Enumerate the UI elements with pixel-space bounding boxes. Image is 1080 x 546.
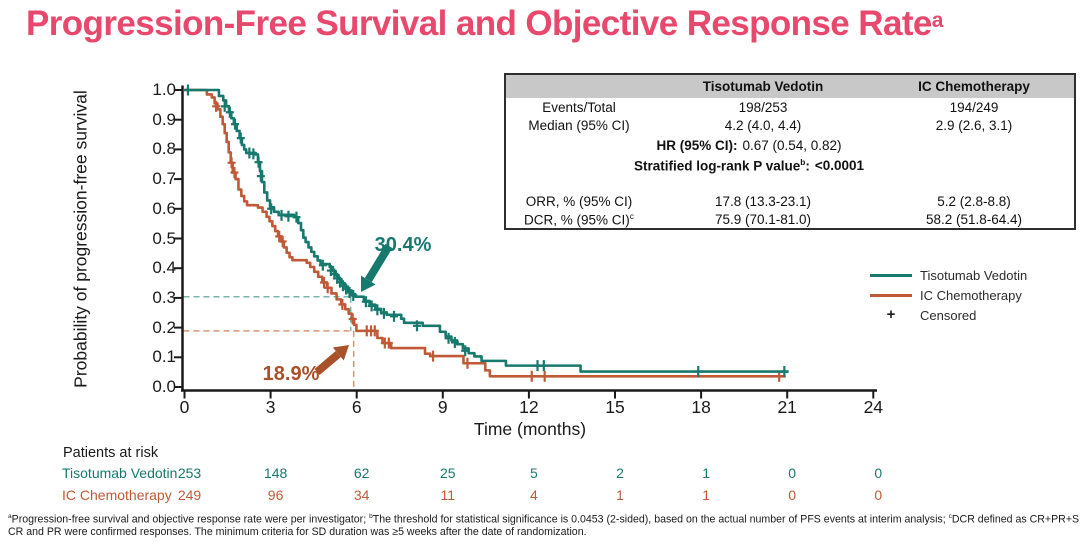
risk-count: 4 [529,487,538,503]
hr-label: HR (95% CI): [656,137,738,153]
x-tick-label: 21 [777,397,797,417]
risk-count: 253 [177,465,202,481]
x-tick-label: 3 [265,397,276,417]
y-axis-title: Probability of progression-free survival [70,90,91,388]
km-curve-tv [184,88,789,373]
risk-count: 5 [529,465,538,481]
logrank-value: <0.0001 [814,158,865,173]
risk-count: 0 [788,487,797,503]
row-label: DCR, % (95% CI)c [524,210,634,228]
ic-annotation-arrow [314,350,341,376]
risk-count: 0 [788,465,797,481]
table-row-events: Events/Total 198/253 194/249 [506,98,1074,116]
legend-label: Tisotumab Vedotin [920,267,1028,283]
x-axis-title: Time (months) [473,419,587,439]
x-tick-label: 9 [437,397,448,417]
row-label: Events/Total [542,99,616,115]
risk-count: 25 [440,465,456,481]
table-row-median: Median (95% CI) 4.2 (4.0, 4.4) 2.9 (2.6,… [506,116,1074,135]
x-tick-label: 24 [863,397,884,417]
y-tick-label: 0.1 [152,347,176,367]
y-tick-label: 0.5 [152,228,176,248]
risk-count: 1 [616,487,624,503]
page-title-superscript: a [931,9,944,32]
cell-value: 198/253 [738,99,788,115]
chemotherapy-line-icon [870,293,912,297]
ic-annotation-arrow-head [332,345,349,361]
y-tick-label: 0.8 [152,139,176,159]
tv-annotation-arrow-head [361,275,376,292]
risk-count: 62 [353,465,370,481]
page-title-text: Progression-Free Survival and Objective … [26,4,932,43]
km-curve-ic [184,88,786,378]
page-title: Progression-Free Survival and Objective … [26,4,943,44]
risk-count: 0 [874,487,883,503]
legend-label: IC Chemotherapy [920,287,1022,303]
landmark-label-tisotumab: 30.4% [374,234,432,256]
x-tick-label: 6 [351,397,362,417]
cell-value: 58.2 (51.8-64.4) [925,211,1023,227]
footnote-line-1: aProgression-free survival and objective… [8,513,1080,526]
y-tick-label: 0.3 [152,287,176,307]
censored-plus-icon: + [886,306,896,323]
y-tick-label: 0.7 [152,169,176,189]
header-cell-chemotherapy: IC Chemotherapy [918,79,1030,94]
risk-count: 1 [702,465,710,481]
risk-count: 1 [702,487,710,503]
cell-value: 4.2 (4.0, 4.4) [724,118,802,133]
legend-label: Censored [920,307,977,323]
risk-row-label-chemotherapy: IC Chemotherapy [62,487,172,503]
x-tick-label: 15 [605,397,625,417]
table-spacer-row [506,176,1074,193]
x-tick-label: 12 [519,397,539,417]
risk-row-label-tisotumab: Tisotumab Vedotin [62,465,178,481]
y-tick-label: 0.4 [152,258,176,278]
risk-count: 34 [353,487,370,503]
hr-value: 0.67 (0.54, 0.82) [742,137,842,153]
row-label: Median (95% CI) [528,118,630,133]
footnote-line-2: CR and PR were confirmed responses. The … [8,526,587,538]
risk-count: 148 [263,465,288,481]
x-tick-label: 0 [179,397,190,417]
cell-value: 2.9 (2.6, 3.1) [935,118,1013,133]
table-row-orr: ORR, % (95% CI) 17.8 (13.3-23.1) 5.2 (2.… [506,193,1074,210]
y-tick-label: 1.0 [152,80,176,99]
legend-item-chemotherapy: IC Chemotherapy [870,287,1022,303]
legend-item-tisotumab: Tisotumab Vedotin [870,267,1027,283]
y-tick-label: 0.9 [152,109,176,129]
risk-count: 0 [874,465,883,481]
landmark-label-chemotherapy: 18.9% [262,363,320,385]
summary-table: Tisotumab Vedotin IC Chemotherapy Events… [504,73,1076,230]
legend-item-censored: + Censored [870,306,977,323]
logrank-label: Stratified log-rank P valueb: [633,157,810,174]
table-row-dcr: DCR, % (95% CI)c 75.9 (70.1-81.0) 58.2 (… [506,210,1074,228]
risk-count: 11 [440,487,456,503]
table-row-hazard-ratio: HR (95% CI): 0.67 (0.54, 0.82) [506,135,1074,155]
cell-value: 5.2 (2.8-8.8) [937,194,1011,209]
risk-count: 96 [267,487,284,503]
tv-annotation-arrow [364,243,393,283]
cell-value: 17.8 (13.3-23.1) [714,194,812,209]
x-tick-label: 18 [691,397,711,417]
table-row-logrank: Stratified log-rank P valueb: <0.0001 [506,155,1074,176]
risk-count: 249 [177,487,202,503]
patients-at-risk-title: Patients at risk [63,445,159,461]
row-label: ORR, % (95% CI) [525,194,633,209]
header-cell-tisotumab: Tisotumab Vedotin [702,79,824,94]
cell-value: 75.9 (70.1-81.0) [714,211,812,227]
y-tick-label: 0.6 [152,198,176,218]
cell-value: 194/249 [949,99,999,115]
y-tick-label: 0.2 [152,317,176,337]
tisotumab-line-icon [870,273,912,277]
risk-count: 2 [616,465,624,481]
summary-table-header-row: Tisotumab Vedotin IC Chemotherapy [506,75,1074,98]
y-tick-label: 0.0 [152,377,176,396]
